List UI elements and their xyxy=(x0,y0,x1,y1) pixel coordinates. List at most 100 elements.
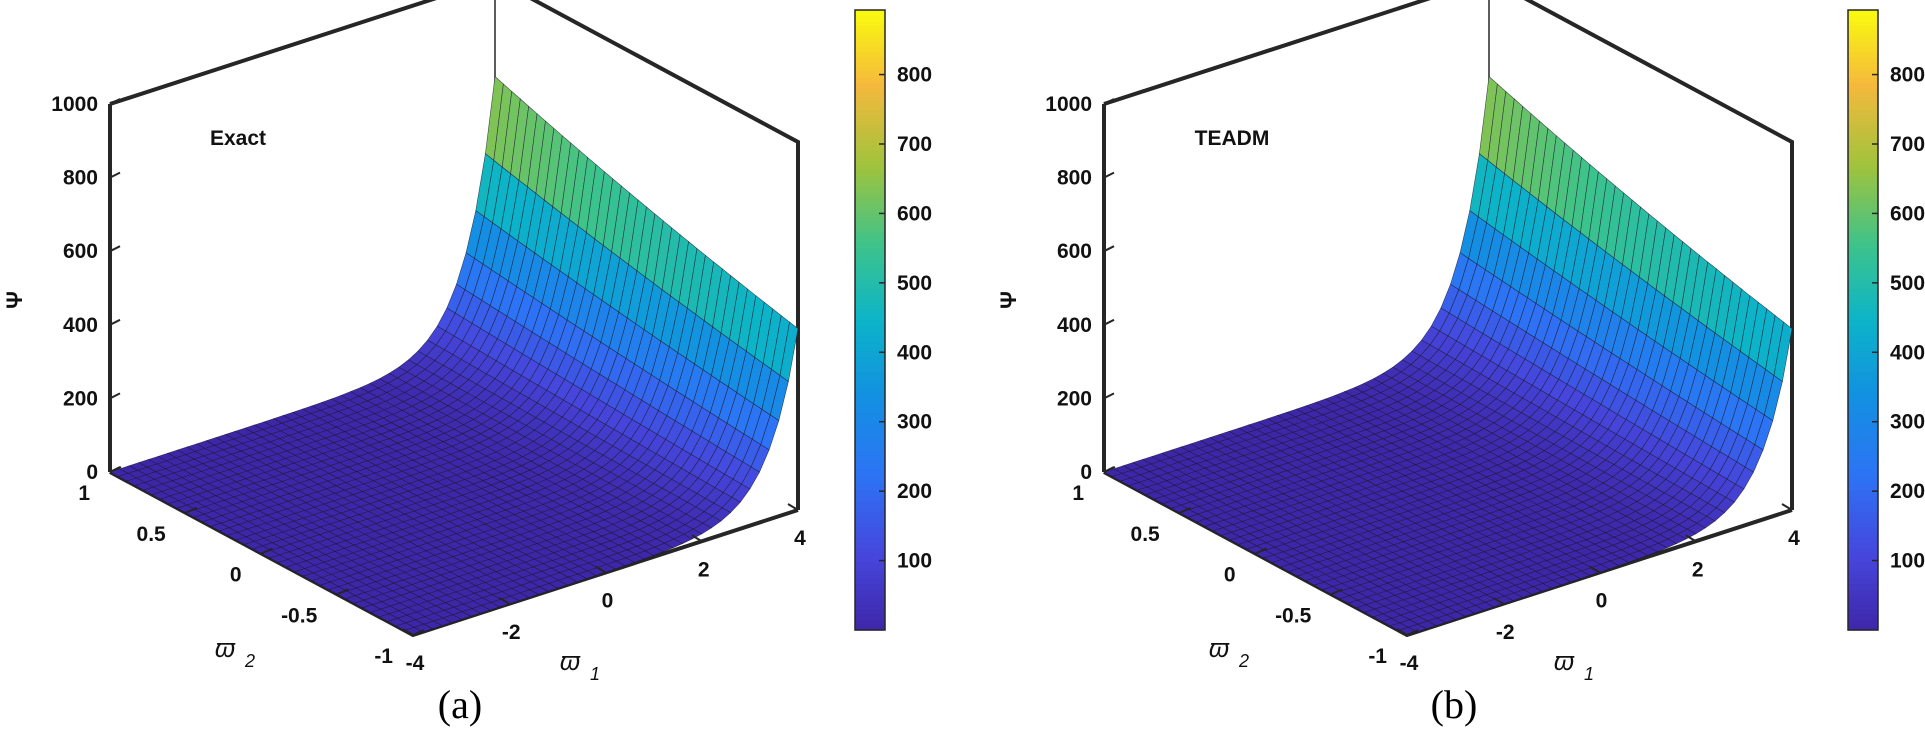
colorbar-tick-label: 200 xyxy=(897,480,932,503)
colorbar-segment xyxy=(1848,320,1878,326)
colorbar-segment xyxy=(855,227,885,233)
y-tick-mark xyxy=(185,506,198,514)
colorbar-segment xyxy=(855,573,885,579)
colorbar-segment xyxy=(855,299,885,306)
colorbar-segment xyxy=(1848,128,1878,135)
colorbar-segment xyxy=(855,35,885,42)
colorbar-segment xyxy=(1848,376,1878,383)
colorbar-segment xyxy=(855,330,885,337)
x-tick-label: -4 xyxy=(1400,652,1419,675)
colorbar-segment xyxy=(1848,263,1878,269)
colorbar-segment xyxy=(1848,459,1878,466)
y-tick-mark xyxy=(1406,629,1419,636)
colorbar-segment xyxy=(855,593,885,600)
colorbar-segment xyxy=(1848,41,1878,47)
colorbar-segment xyxy=(855,624,885,631)
colorbar-segment xyxy=(855,51,885,58)
x-tick-mark xyxy=(498,596,510,605)
colorbar-segment xyxy=(1848,366,1878,373)
colorbar-segment xyxy=(1848,221,1878,228)
colorbar-segment xyxy=(1848,61,1878,68)
colorbar-segment xyxy=(1848,206,1878,213)
colorbar-segment xyxy=(855,444,885,450)
y-tick-label: 0.5 xyxy=(137,523,167,546)
z-tick-label: 800 xyxy=(1057,167,1092,190)
colorbar-segment xyxy=(1848,247,1878,254)
colorbar-segment xyxy=(1848,356,1878,362)
colorbar-tick-label: 300 xyxy=(1890,411,1925,434)
z-tick-label: 1000 xyxy=(51,93,98,116)
colorbar-segment xyxy=(1848,66,1878,73)
colorbar-segment xyxy=(1848,175,1878,182)
colorbar-segment xyxy=(1848,56,1878,63)
colorbar-segment xyxy=(1848,159,1878,166)
colorbar-segment xyxy=(855,289,885,295)
x-tick-label: 4 xyxy=(794,527,806,550)
z-tick-label: 200 xyxy=(1057,387,1092,410)
y-tick-mark xyxy=(336,588,349,596)
colorbar-segment xyxy=(1848,449,1878,455)
colorbar-segment xyxy=(1848,480,1878,486)
x-tick-mark xyxy=(1781,503,1793,511)
colorbar-segment xyxy=(1848,273,1878,280)
colorbar-segment xyxy=(855,397,885,404)
colorbar-segment xyxy=(1848,552,1878,559)
colorbar-segment xyxy=(855,511,885,517)
colorbar-segment xyxy=(855,578,885,585)
colorbar-segment xyxy=(1848,547,1878,554)
colorbar-segment xyxy=(1848,593,1878,600)
colorbar-segment xyxy=(855,619,885,626)
colorbar-segment xyxy=(1848,283,1878,290)
colorbar-segment xyxy=(855,376,885,383)
colorbar-segment xyxy=(1848,154,1878,161)
colorbar-segment xyxy=(1848,433,1878,440)
colorbar-tick-label: 400 xyxy=(1890,341,1925,364)
colorbar-segment xyxy=(855,278,885,285)
y-axis-label-subscript: 2 xyxy=(244,651,255,671)
x-tick-label: 0 xyxy=(602,590,614,613)
colorbar-segment xyxy=(1848,475,1878,481)
colorbar-segment xyxy=(855,30,885,37)
y-axis-label-subscript: 2 xyxy=(1238,651,1249,671)
x-tick-mark xyxy=(691,534,703,543)
colorbar-segment xyxy=(1848,113,1878,120)
z-axis-label: Ψ xyxy=(2,291,27,309)
colorbar-segment xyxy=(1848,211,1878,218)
colorbar-segment xyxy=(855,61,885,68)
colorbar-segment xyxy=(855,335,885,342)
colorbar-segment xyxy=(855,547,885,554)
colorbar: 100 200 300 400 500 600 700 800 xyxy=(1847,9,1925,631)
x-axis-label: ϖ xyxy=(560,646,581,676)
z-tick-label: 800 xyxy=(63,167,98,190)
x-tick-mark xyxy=(1685,534,1697,543)
surface-mesh xyxy=(109,75,799,636)
colorbar-segment xyxy=(1848,619,1878,626)
panel-caption: (b) xyxy=(1431,682,1478,727)
colorbar-segment xyxy=(1848,139,1878,145)
colorbar-segment xyxy=(1848,469,1878,476)
colorbar-segment xyxy=(1848,314,1878,321)
colorbar-segment xyxy=(855,526,885,533)
colorbar-segment xyxy=(855,118,885,125)
colorbar-segment xyxy=(1848,542,1878,548)
y-tick-label: -1 xyxy=(1368,645,1387,668)
colorbar-segment xyxy=(1848,25,1878,32)
colorbar-segment xyxy=(855,154,885,161)
colorbar-segment xyxy=(1848,609,1878,616)
colorbar-segment xyxy=(855,56,885,63)
colorbar-tick-label: 800 xyxy=(1890,64,1925,87)
colorbar-segment xyxy=(855,604,885,610)
colorbar-segment xyxy=(1848,170,1878,176)
x-axis-label-subscript: 1 xyxy=(1584,664,1594,684)
colorbar-segment xyxy=(1848,216,1878,223)
x-tick-label: 2 xyxy=(698,558,710,581)
colorbar-segment xyxy=(855,521,885,528)
x-tick-label: 0 xyxy=(1596,590,1608,613)
colorbar-tick-label: 500 xyxy=(897,272,932,295)
colorbar-segment xyxy=(1848,258,1878,264)
colorbar-segment xyxy=(855,25,885,32)
colorbar-segment xyxy=(855,252,885,259)
colorbar-segment xyxy=(855,320,885,326)
z-tick-mark xyxy=(1103,245,1115,253)
